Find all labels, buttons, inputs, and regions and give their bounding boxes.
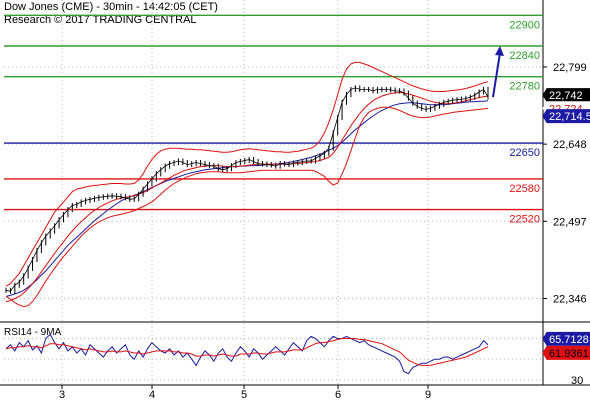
level-label: 22780: [509, 81, 540, 93]
y-tick-label: 22,497: [553, 216, 587, 228]
price-line: [5, 87, 489, 292]
ma-marker-text: 22,714.5: [549, 111, 590, 123]
x-tick-label: 5: [241, 389, 247, 400]
last-price-marker-text: 22,742: [549, 90, 583, 102]
bollinger-lower-line: [5, 106, 489, 308]
level-label: 22900: [509, 19, 540, 31]
chart-frame: [0, 0, 590, 386]
x-tick-label: 6: [335, 389, 341, 400]
rsi-ma-marker: 61.9361: [542, 345, 590, 360]
bollinger-upper-line: [5, 61, 489, 287]
moving-average-line: [5, 100, 489, 297]
chart-title: Dow Jones (CME) - 30min - 14:42:05 (CET): [4, 1, 218, 13]
level-label: 22840: [509, 50, 540, 62]
rsi-tick-label: 30: [571, 375, 583, 387]
y-tick-label: 22,799: [553, 62, 587, 74]
rsi-marker-text: 65.7128: [549, 334, 589, 346]
grid-lines: [4, 0, 543, 385]
rsi-panel-title: RSI14 - 9MA: [4, 327, 62, 338]
rsi-ma-marker-box: [542, 345, 590, 360]
bollinger-middle-line: [5, 91, 489, 303]
projection-arrow: [492, 46, 504, 98]
projection-arrowhead: [495, 46, 504, 56]
rsi-series: [5, 333, 489, 375]
ma-marker: 22,714.5: [542, 109, 590, 124]
rsi-marker: 65.7128: [542, 331, 590, 346]
x-tick-label: 9: [425, 389, 431, 400]
ma-marker-box: [542, 109, 590, 124]
level-label: 22580: [509, 183, 540, 195]
x-tick-label: 3: [59, 389, 65, 400]
chart-copyright: Research © 2017 TRADING CENTRAL: [4, 14, 197, 26]
rsi-marker-box: [542, 331, 590, 346]
level-label: 22650: [509, 147, 540, 159]
y-tick-label: 22,648: [553, 139, 587, 151]
x-tick-label: 4: [149, 389, 155, 400]
rsi-ma-line: [5, 338, 489, 366]
x-axis-ticks: 3 4 5 6 9: [59, 385, 431, 400]
price-series: [5, 61, 489, 308]
rsi-ma-marker-text: 61.9361: [549, 348, 589, 360]
key-levels: 22900 22840 22780 22650 22580 22520: [4, 14, 543, 226]
projection-line: [492, 52, 501, 98]
y-axis-ticks: 22,346 22,497 22,648 22,799 30: [543, 62, 587, 387]
last-price-marker-box: [542, 88, 590, 103]
last-price-marker: 22,742: [542, 88, 590, 103]
y-tick-label: 22,346: [553, 293, 587, 305]
level-label: 22520: [509, 214, 540, 226]
